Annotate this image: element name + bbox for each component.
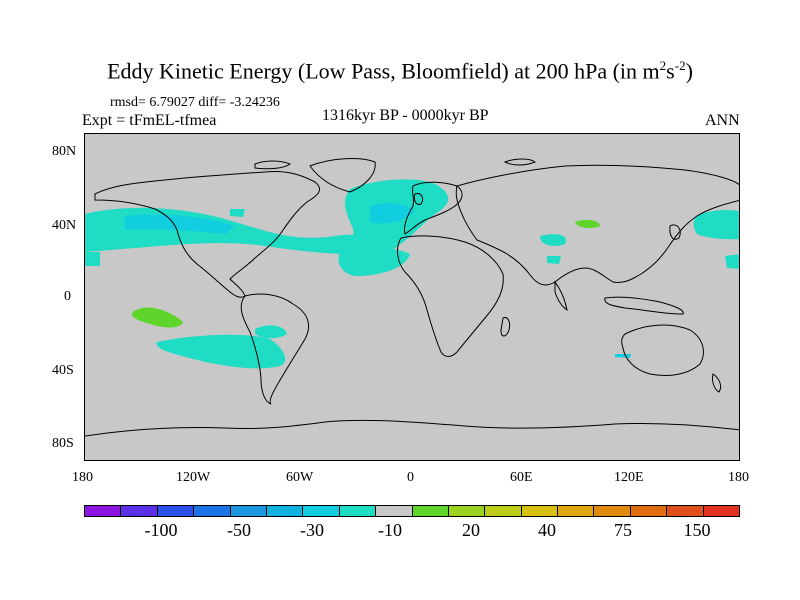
coast-australia (621, 324, 704, 377)
season-label: ANN (705, 112, 740, 129)
coast-uk (413, 193, 424, 205)
period-label: 1316kyr BP - 0000kyr BP (322, 107, 489, 124)
lat-tick: 80S (52, 436, 74, 451)
region-atlantic-inner (370, 203, 415, 224)
coast-madagascar (500, 317, 511, 337)
colorbar-label: 20 (462, 520, 480, 540)
lon-tick: 180 (72, 470, 93, 485)
region-china (540, 234, 566, 246)
coastlines (85, 158, 739, 437)
colorbar-box (703, 506, 740, 516)
stats-text: rmsd= 6.79027 diff= -3.24236 (110, 95, 280, 110)
coast-north-america (94, 171, 320, 298)
coast-arctic-islands (254, 158, 536, 170)
colorbar-box (667, 506, 704, 516)
region-indian-south (615, 354, 631, 358)
colorbar-label: -10 (378, 520, 402, 540)
region-india-small (547, 256, 561, 264)
region-east-pacific (85, 252, 100, 266)
region-green-asia (575, 219, 600, 229)
colorbar-label: -50 (227, 520, 251, 540)
lat-tick: 80N (52, 144, 77, 159)
colorbar-box (121, 506, 158, 516)
lon-tick: 0 (407, 470, 414, 485)
lon-tick: 120E (614, 470, 644, 485)
lon-tick: 60E (510, 470, 533, 485)
colorbar-box (339, 506, 377, 516)
coast-greenland (309, 158, 376, 193)
colorbar-label: 150 (683, 520, 711, 540)
coast-asia (455, 164, 739, 286)
colorbar-box (266, 506, 304, 516)
colorbar-label: 40 (538, 520, 556, 540)
colorbar-box (485, 506, 522, 516)
lat-tick: 40N (52, 218, 77, 233)
colorbar-box (630, 506, 668, 516)
coast-africa (397, 235, 504, 357)
region-green-pacific (131, 307, 183, 328)
colorbar (84, 505, 740, 517)
region-atlantic-north (340, 179, 449, 269)
coast-antarctica (85, 419, 739, 437)
coast-new-zealand (712, 373, 722, 393)
colorbar-box (594, 506, 631, 516)
region-east-pacific-edge (725, 254, 739, 269)
colorbar-box (157, 506, 195, 516)
lon-tick: 180 (728, 470, 749, 485)
coast-indonesia (604, 296, 684, 315)
anomaly-regions (85, 179, 739, 369)
lat-tick: 0 (64, 289, 71, 304)
coast-japan (669, 224, 681, 240)
lon-tick: 120W (176, 470, 211, 485)
coast-india (554, 280, 568, 312)
colorbar-label: -100 (144, 520, 178, 540)
region-west-pacific (693, 209, 739, 240)
colorbar-box (558, 506, 595, 516)
world-map (84, 133, 740, 461)
experiment-label: Expt = tFmEL-tfmea (82, 112, 217, 129)
colorbar-box (412, 506, 449, 516)
region-pacific-north-inner (125, 214, 235, 234)
colorbar-box (230, 506, 267, 516)
colorbar-box (521, 506, 559, 516)
plot-title: Eddy Kinetic Energy (Low Pass, Bloomfiel… (107, 58, 693, 84)
lon-tick: 60W (286, 470, 314, 485)
colorbar-box (85, 506, 122, 516)
colorbar-box (448, 506, 486, 516)
lat-tick: 40S (52, 363, 74, 378)
region-south-pacific-east (255, 325, 287, 339)
colorbar-label: -30 (300, 520, 324, 540)
colorbar-box (194, 506, 231, 516)
map-svg (85, 158, 739, 437)
colorbar-box (376, 506, 413, 516)
region-south-pacific (156, 334, 286, 369)
colorbar-label: 75 (614, 520, 632, 540)
region-atlantic-south (338, 247, 410, 276)
region-europe-small (230, 209, 245, 217)
colorbar-box (303, 506, 340, 516)
coast-south-america (240, 293, 309, 405)
